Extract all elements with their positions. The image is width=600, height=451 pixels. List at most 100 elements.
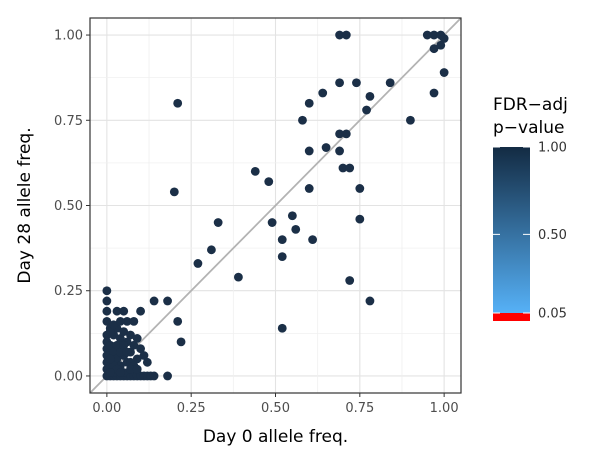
data-point <box>109 347 119 357</box>
data-point <box>352 78 361 88</box>
data-point <box>338 163 348 173</box>
data-point <box>304 184 314 193</box>
data-point <box>365 92 375 101</box>
data-point <box>422 30 432 40</box>
data-point <box>142 357 152 367</box>
data-point <box>112 354 122 364</box>
data-point <box>287 211 297 221</box>
data-point <box>308 235 317 244</box>
colorbar-ticks: 1.00 0.50 0.05 <box>493 141 567 322</box>
x-tick-label: 0.25 <box>177 401 206 416</box>
y-tick-label: 0.25 <box>54 284 83 299</box>
data-point <box>335 146 344 156</box>
data-point <box>149 371 159 381</box>
data-point <box>173 98 183 108</box>
grid <box>90 18 461 393</box>
colorbar-tick-label: 0.05 <box>538 307 567 322</box>
data-point <box>277 235 287 244</box>
data-point <box>122 347 132 357</box>
data-point <box>335 129 344 139</box>
data-point <box>119 306 129 316</box>
y-axis-title: Day 28 allele freq. <box>15 127 35 283</box>
x-tick-label: 0.75 <box>345 401 374 416</box>
y-tick-label: 0.75 <box>54 114 83 129</box>
colorbar-tick-label: 0.50 <box>538 228 567 243</box>
data-point <box>335 78 344 88</box>
data-point <box>429 44 439 54</box>
x-tick-label: 0.50 <box>261 401 290 416</box>
data-point <box>132 334 142 343</box>
data-point <box>267 218 277 227</box>
y-tick-label: 0.00 <box>54 369 83 384</box>
data-point <box>139 351 149 360</box>
x-tick-label: 1.00 <box>430 401 459 416</box>
reference-line-identity <box>89 17 462 394</box>
data-point <box>112 306 122 316</box>
data-point <box>345 276 355 285</box>
data-point <box>335 30 344 40</box>
data-point <box>163 371 172 381</box>
x-tick-label: 0.00 <box>92 401 121 416</box>
data-point <box>429 88 439 98</box>
data-point <box>176 337 186 347</box>
data-point <box>126 330 135 340</box>
data-point <box>163 296 172 306</box>
data-point <box>365 296 375 306</box>
colorbar-gradient <box>493 147 530 313</box>
data-point <box>355 184 365 193</box>
data-point <box>304 98 314 108</box>
x-axis-ticks: 0.00 0.25 0.50 0.75 1.00 <box>92 393 459 416</box>
data-point <box>173 317 183 326</box>
data-point <box>277 323 287 333</box>
data-point <box>429 30 439 40</box>
data-point <box>136 306 145 316</box>
data-point <box>132 354 142 364</box>
colorbar-legend: FDR−adj p−value 1.00 0.50 0.05 <box>493 95 568 322</box>
data-point <box>207 245 216 255</box>
data-point <box>126 364 135 374</box>
data-point <box>298 115 307 125</box>
colorbar-threshold-band <box>493 313 530 321</box>
data-point <box>115 317 125 326</box>
data-point <box>436 40 446 50</box>
data-point <box>406 115 415 125</box>
data-point <box>439 34 449 43</box>
data-point <box>112 340 122 350</box>
data-point <box>109 320 119 330</box>
data-point <box>341 129 351 139</box>
data-point <box>277 252 287 262</box>
data-point <box>149 296 159 306</box>
y-tick-label: 1.00 <box>54 29 83 44</box>
data-point <box>250 167 260 176</box>
y-tick-label: 0.50 <box>54 199 83 214</box>
legend-title-line1: FDR−adj <box>493 95 568 115</box>
data-point <box>122 317 132 326</box>
data-point <box>102 317 112 326</box>
x-axis-title: Day 0 allele freq. <box>203 427 348 447</box>
data-point <box>132 364 142 374</box>
data-point <box>129 340 139 350</box>
data-point <box>115 347 125 357</box>
data-point <box>385 78 395 88</box>
data-point <box>105 368 115 377</box>
y-axis-ticks: 0.00 0.25 0.50 0.75 1.00 <box>54 29 90 384</box>
colorbar-tick-label: 1.00 <box>538 141 567 156</box>
data-point <box>102 306 112 316</box>
data-point <box>105 354 115 364</box>
data-point <box>119 340 129 350</box>
data-point <box>318 88 328 98</box>
data-point <box>102 296 112 306</box>
data-point <box>341 30 351 40</box>
legend-title-line2: p−value <box>493 118 564 138</box>
data-point <box>105 340 115 350</box>
data-point <box>213 218 223 227</box>
data-point <box>355 214 365 224</box>
data-point <box>115 368 125 377</box>
data-point <box>193 259 203 268</box>
data-point <box>169 187 179 197</box>
data-point <box>439 68 449 77</box>
data-point <box>362 105 371 115</box>
data-point <box>115 334 125 343</box>
data-point <box>136 344 145 354</box>
